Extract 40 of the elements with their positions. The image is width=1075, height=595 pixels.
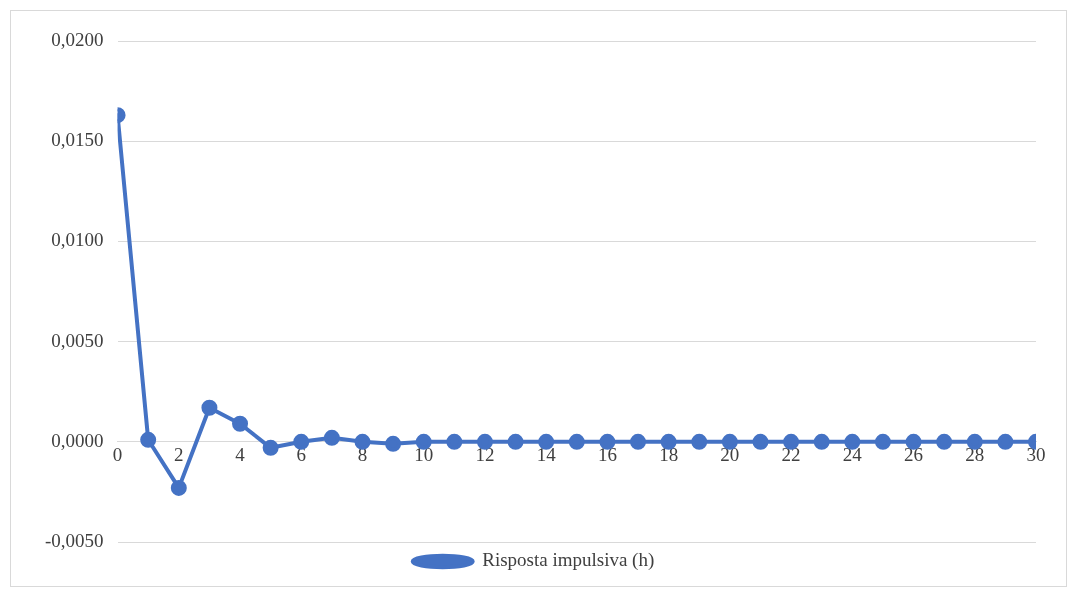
x-tick-label: 16 (597, 444, 617, 466)
point (262, 439, 279, 456)
point (354, 433, 371, 450)
y-tick-label: -0,0050 (45, 529, 104, 551)
x-tick-label: 18 (659, 444, 679, 466)
y-tick-label: 0,0000 (51, 429, 104, 451)
point (874, 433, 891, 450)
point (232, 415, 249, 432)
legend-label: Risposta impulsiva (h) (482, 549, 655, 572)
x-tick-label: 2 (174, 444, 184, 466)
point (170, 479, 187, 496)
x-tick-label: 26 (904, 444, 924, 466)
point (446, 433, 463, 450)
x-tick-label: 30 (1026, 444, 1046, 466)
point (140, 431, 157, 448)
x-tick-label: 20 (720, 444, 740, 466)
x-tick-label: 4 (235, 444, 246, 466)
x-tick-label: 10 (414, 444, 434, 466)
y-tick-label: 0,0150 (51, 129, 104, 151)
point (201, 399, 218, 416)
point (752, 433, 769, 450)
y-tick-label: 0,0200 (51, 28, 104, 50)
point (997, 433, 1014, 450)
y-tick-label: 0,0100 (51, 229, 104, 251)
x-tick-label: 24 (842, 444, 863, 466)
point (293, 433, 310, 450)
x-tick-label: 12 (475, 444, 495, 466)
x-tick-label: 22 (781, 444, 801, 466)
x-tick-label: 28 (965, 444, 985, 466)
point (936, 433, 953, 450)
point (323, 429, 340, 446)
point (691, 433, 708, 450)
point (813, 433, 830, 450)
x-tick-label: 0 (112, 444, 123, 466)
x-tick-label: 14 (536, 444, 557, 466)
point (630, 433, 647, 450)
point (568, 433, 585, 450)
point (507, 433, 524, 450)
point (385, 435, 402, 452)
y-tick-label: 0,0050 (51, 329, 104, 351)
